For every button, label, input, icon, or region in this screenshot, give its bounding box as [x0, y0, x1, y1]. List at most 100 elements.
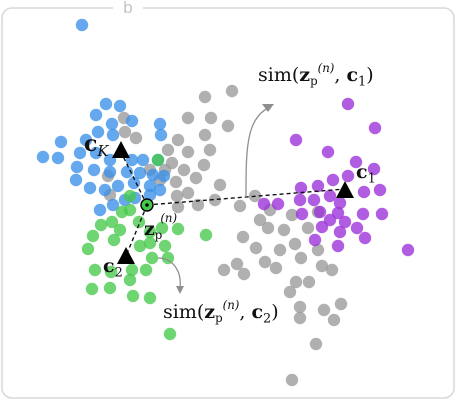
label-cK: cK [84, 131, 109, 161]
gray-point [294, 251, 308, 265]
gray-point [315, 259, 329, 273]
gray-point [233, 199, 247, 213]
gray-point [288, 237, 302, 251]
label-sim-c2: sim(zp(n), c2) [163, 298, 279, 327]
purple-point [313, 205, 327, 219]
gray-point [198, 90, 212, 104]
green-point [171, 222, 185, 236]
gray-point [203, 143, 217, 157]
blue-point [70, 160, 84, 174]
green-point [104, 265, 118, 279]
blue-point [125, 114, 139, 128]
purple-point [311, 179, 325, 193]
green-point [145, 251, 159, 265]
arrow-sim-c1-head [262, 104, 274, 112]
blue-point [79, 133, 93, 147]
purple-point [341, 97, 355, 111]
green-point [132, 215, 146, 229]
gray-point [269, 261, 283, 275]
gray-point [302, 275, 316, 289]
green-point [125, 263, 139, 277]
green-point [133, 239, 147, 253]
purple-point [358, 231, 372, 245]
blue-point [54, 135, 68, 149]
gray-point [249, 241, 263, 255]
link-zp-to-c2 [125, 204, 148, 257]
blue-point [153, 117, 167, 131]
blue-point [106, 198, 120, 212]
purple-point [350, 221, 364, 235]
blue-point [83, 181, 97, 195]
purple-point [289, 133, 303, 147]
arrow-sim-c2-head [176, 286, 184, 294]
green-point [158, 239, 172, 253]
green-point [105, 215, 119, 229]
blue-point [87, 163, 101, 177]
gray-point [171, 200, 185, 214]
gray-point [191, 198, 205, 212]
green-point [123, 203, 137, 217]
blue-point [103, 165, 117, 179]
blue-point [51, 151, 65, 165]
gray-point [253, 213, 267, 227]
purple-point [375, 207, 389, 221]
blue-point [91, 125, 105, 139]
gray-point [198, 128, 212, 142]
green-point [86, 229, 100, 243]
blue-point [157, 169, 171, 183]
gray-point [325, 263, 339, 277]
gray-point [293, 300, 307, 314]
gray-point [213, 178, 227, 192]
gray-point [169, 175, 183, 189]
centroid-markers [112, 141, 354, 264]
gray-point [277, 223, 291, 237]
gray-point [317, 303, 331, 317]
blue-point [143, 188, 157, 202]
green-point [163, 327, 177, 341]
gray-point [181, 111, 195, 125]
blue-point [136, 153, 150, 167]
green-point [85, 282, 99, 296]
purple-point [326, 173, 340, 187]
gray-point [311, 243, 325, 257]
gray-point [161, 143, 175, 157]
purple-point [294, 181, 308, 195]
gray-point [309, 337, 323, 351]
gray-point [273, 243, 287, 257]
purple-point [321, 145, 335, 159]
blue-point [111, 179, 125, 193]
purple-point [373, 183, 387, 197]
green-point [143, 225, 157, 239]
green-point [123, 273, 137, 287]
arrow-sim-c1 [245, 107, 269, 198]
query-point-marker [140, 198, 154, 212]
gray-point [118, 125, 132, 139]
purple-point [367, 162, 381, 176]
gray-point [258, 255, 272, 269]
green-point [94, 218, 108, 232]
purple-point [295, 207, 309, 221]
gray-point [236, 230, 250, 244]
blue-point [153, 183, 167, 197]
gray-point [170, 189, 184, 203]
gray-point [189, 171, 203, 185]
green-point [161, 251, 175, 265]
centroid-c1-triangle [336, 181, 354, 198]
gray-point [237, 267, 251, 281]
blue-point [120, 165, 134, 179]
green-point [155, 221, 169, 235]
link-zp-to-cK [120, 151, 148, 206]
green-point [88, 263, 102, 277]
purple-point [341, 169, 355, 183]
blue-point [89, 146, 103, 160]
gray-point [171, 133, 185, 147]
label-c2: c2 [103, 255, 123, 281]
query-point-dot [145, 203, 149, 207]
green-point [113, 223, 127, 237]
green-point [81, 242, 95, 256]
blue-point [99, 97, 113, 111]
gray-point [285, 373, 299, 387]
gray-point [289, 275, 303, 289]
